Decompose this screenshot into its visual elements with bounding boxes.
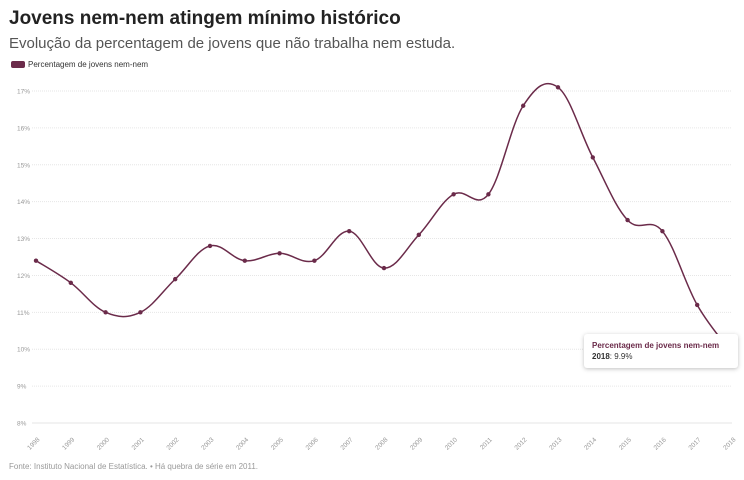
x-tick-label: 2011 xyxy=(479,436,494,451)
tooltip-row: 2018: 9.9% xyxy=(592,351,730,362)
data-point[interactable] xyxy=(242,258,247,263)
y-tick-label: 10% xyxy=(17,347,30,354)
data-point[interactable] xyxy=(207,243,213,249)
x-tick-label: 2000 xyxy=(96,436,111,451)
x-tick-label: 2002 xyxy=(165,436,180,451)
x-tick-label: 2014 xyxy=(583,436,598,451)
data-point[interactable] xyxy=(173,276,178,282)
data-point[interactable] xyxy=(347,228,352,234)
y-tick-label: 9% xyxy=(17,384,27,391)
x-tick-label: 2007 xyxy=(339,436,354,451)
data-point[interactable] xyxy=(486,192,491,197)
x-tick-label: 1998 xyxy=(26,436,41,451)
x-tick-label: 2006 xyxy=(305,436,320,451)
tooltip-sep: : xyxy=(609,352,615,361)
y-tick-label: 14% xyxy=(17,199,30,206)
legend-swatch xyxy=(11,61,25,68)
x-tick-label: 2015 xyxy=(618,436,633,451)
x-tick-label: 2017 xyxy=(687,436,702,451)
data-point[interactable] xyxy=(451,192,456,197)
chart-title: Jovens nem-nem atingem mínimo histórico xyxy=(9,8,401,29)
y-tick-label: 8% xyxy=(17,421,27,428)
x-axis: 1998 1999 2000 2001 2002 2003 2004 2005 2006 2007… xyxy=(26,436,737,451)
data-point[interactable] xyxy=(312,258,317,263)
chart-subtitle: Evolução da percentagem de jovens que nã… xyxy=(9,35,456,52)
y-tick-label: 13% xyxy=(17,236,30,243)
data-point[interactable] xyxy=(590,155,595,160)
y-axis: 8% 9% 10% 11% 12% 13% 14% 15% 16% 17% xyxy=(17,89,30,428)
x-tick-label: 2003 xyxy=(200,436,215,451)
tooltip-year: 2018 xyxy=(592,352,610,361)
y-tick-label: 11% xyxy=(17,310,30,317)
x-tick-label: 2013 xyxy=(548,436,563,451)
legend[interactable]: Percentagem de jovens nem-nem xyxy=(11,60,148,69)
x-tick-label: 2012 xyxy=(513,436,528,451)
x-tick-label: 2004 xyxy=(235,436,250,451)
data-point[interactable] xyxy=(521,103,526,108)
tooltip-series: Percentagem de jovens nem-nem xyxy=(592,341,720,350)
grid-layer xyxy=(32,90,732,424)
legend-label: Percentagem de jovens nem-nem xyxy=(28,60,149,69)
x-tick-label: 1999 xyxy=(61,436,76,451)
x-tick-label: 2005 xyxy=(270,436,285,451)
tooltip-value: 9.9% xyxy=(614,352,633,361)
x-tick-label: 2008 xyxy=(374,436,389,451)
y-tick-label: 12% xyxy=(17,273,30,280)
data-point[interactable] xyxy=(103,310,108,315)
tooltip: Percentagem de jovens nem-nem 2018: 9.9% xyxy=(584,334,738,368)
data-point[interactable] xyxy=(138,310,143,315)
data-point[interactable] xyxy=(416,232,421,238)
y-tick-label: 15% xyxy=(17,162,30,169)
series-layer xyxy=(35,82,733,354)
x-tick-label: 2016 xyxy=(653,436,668,451)
data-point[interactable] xyxy=(381,265,387,271)
x-tick-label: 2010 xyxy=(444,436,459,451)
x-tick-label: 2001 xyxy=(131,436,146,451)
x-tick-label: 2009 xyxy=(409,436,424,451)
y-tick-label: 17% xyxy=(17,89,30,96)
data-point[interactable] xyxy=(625,217,630,223)
data-point[interactable] xyxy=(68,280,74,286)
data-point[interactable] xyxy=(277,251,282,256)
data-point[interactable] xyxy=(660,228,665,234)
points-layer xyxy=(33,85,735,356)
data-point[interactable] xyxy=(33,258,39,263)
y-tick-label: 16% xyxy=(17,125,30,132)
footer-source: Fonte: Instituto Nacional de Estatística… xyxy=(9,462,259,471)
x-tick-label: 2018 xyxy=(722,436,737,451)
data-point[interactable] xyxy=(555,85,561,90)
series-line[interactable] xyxy=(35,82,733,354)
data-point[interactable] xyxy=(695,302,700,308)
